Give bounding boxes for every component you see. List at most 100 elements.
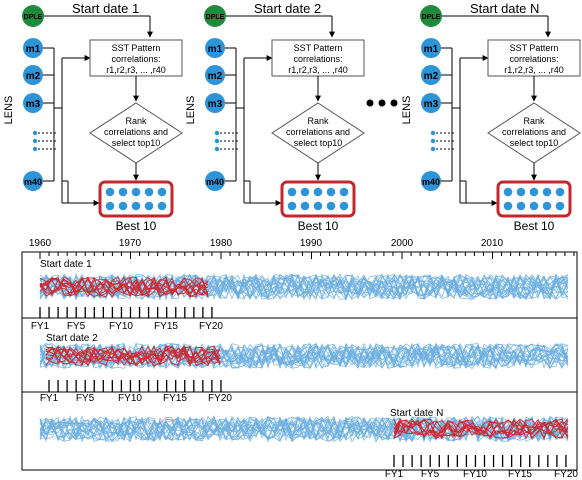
panel-start-date-n: Start date N FY1 FY5 FY10 FY15 FY20 (39, 408, 578, 480)
selected-line (393, 418, 569, 439)
selected-line (39, 276, 209, 298)
selected-line (393, 418, 569, 440)
sst-text: SST Pattern (112, 43, 161, 53)
member-m3: m3 (205, 93, 225, 113)
member-dots (214, 130, 238, 152)
rank-text: Rank (523, 116, 545, 126)
selected-line (45, 345, 221, 366)
sst-pattern-box (89, 39, 183, 77)
best10-box (280, 180, 356, 218)
sst-text: correlations: (111, 54, 160, 64)
ensemble-series (39, 272, 569, 302)
best10-box (98, 180, 174, 218)
year-label: 1990 (300, 238, 323, 249)
member-m1: m1 (205, 38, 225, 58)
member-m40: m40 (421, 171, 441, 191)
fy-label: FY1 (31, 321, 50, 332)
member-m40: m40 (205, 171, 225, 191)
rank-text: Rank (307, 116, 329, 126)
fy-ticks (48, 380, 222, 392)
year-label: 1970 (119, 238, 142, 249)
dple-label: DPLE (422, 14, 441, 21)
fy-label: FY20 (554, 469, 578, 480)
member-label: m1 (208, 44, 223, 55)
fy-label: FY1 (385, 469, 404, 480)
selected-line (45, 345, 221, 366)
workflow-block: DPLE Start date N LENS m1 m2 m3 m40 SST … (401, 1, 581, 233)
sst-text: SST Pattern (294, 43, 343, 53)
ellipsis-dots (366, 99, 398, 107)
best10-label: Best 10 (298, 219, 339, 233)
selected-line (393, 418, 569, 439)
best10-label: Best 10 (116, 219, 157, 233)
lens-label: LENS (185, 96, 197, 125)
best10-dots (503, 187, 565, 211)
ensemble-line (39, 415, 569, 443)
fy-label: FY15 (508, 469, 532, 480)
start-date-label: Start date N (470, 1, 539, 16)
best10-dots (287, 187, 349, 211)
ensemble-line (39, 415, 569, 443)
best10-box (496, 180, 572, 218)
best10-dots (105, 187, 167, 211)
member-m1: m1 (23, 38, 43, 58)
member-dots (430, 130, 454, 152)
ensemble-series (39, 414, 569, 444)
panel-label: Start date 2 (46, 333, 98, 344)
member-label: m3 (26, 99, 41, 110)
year-ticks (39, 252, 575, 259)
fy-ticks (39, 307, 213, 318)
ensemble-line (39, 416, 569, 443)
member-label: m3 (424, 99, 439, 110)
lens-label: LENS (401, 96, 413, 125)
member-label: m40 (206, 177, 224, 187)
member-m40: m40 (23, 171, 43, 191)
member-m1: m1 (421, 38, 441, 58)
rank-text: Rank (125, 116, 147, 126)
selected-line (45, 345, 221, 367)
year-label: 2010 (481, 238, 504, 249)
workflow-block: DPLE Start date 1 LENS m1 m2 m3 m40 SST … (3, 1, 183, 233)
year-label: 1980 (210, 238, 233, 249)
sst-text: SST Pattern (510, 43, 559, 53)
start-date-label: Start date 1 (72, 1, 139, 16)
fy-label: FY15 (163, 393, 187, 404)
year-label: 1960 (29, 238, 52, 249)
sst-text: correlations: (509, 54, 558, 64)
selected-line (39, 276, 209, 297)
fy-label: FY10 (463, 469, 487, 480)
member-dots (32, 130, 56, 152)
dple-node: DPLE (22, 5, 44, 27)
lens-label: LENS (3, 96, 15, 125)
member-m2: m2 (205, 65, 225, 85)
member-m3: m3 (421, 93, 441, 113)
member-label: m1 (26, 44, 41, 55)
dple-node: DPLE (420, 5, 442, 27)
rank-text: select top10 (510, 138, 559, 148)
fy-label: FY1 (40, 393, 59, 404)
workflow-block: DPLE Start date 2 LENS m1 m2 m3 m40 SST … (185, 1, 365, 233)
fy-label: FY15 (154, 321, 178, 332)
panel-label: Start date N (390, 408, 443, 419)
fy-label: FY10 (118, 393, 142, 404)
year-axis: 1960 1970 1980 1990 2000 2010 (29, 238, 575, 259)
dple-node: DPLE (204, 5, 226, 27)
member-label: m40 (422, 177, 440, 187)
sst-text: r1,r2,r3, ... ,r40 (288, 65, 348, 75)
selected-line (393, 418, 569, 439)
rank-text: correlations and (502, 127, 566, 137)
member-label: m3 (208, 99, 223, 110)
member-label: m1 (424, 44, 439, 55)
fy-label: FY5 (67, 321, 86, 332)
member-m2: m2 (23, 65, 43, 85)
member-m2: m2 (421, 65, 441, 85)
best10-label: Best 10 (514, 219, 555, 233)
rank-text: correlations and (104, 127, 168, 137)
fy-label: FY20 (199, 321, 223, 332)
dple-label: DPLE (24, 14, 43, 21)
panel-start-date-2: Start date 2 FY1 FY5 FY10 FY15 FY20 (22, 333, 577, 404)
timeline-frame (21, 251, 578, 471)
panel-label: Start date 1 (40, 259, 92, 270)
dple-label: DPLE (206, 14, 225, 21)
